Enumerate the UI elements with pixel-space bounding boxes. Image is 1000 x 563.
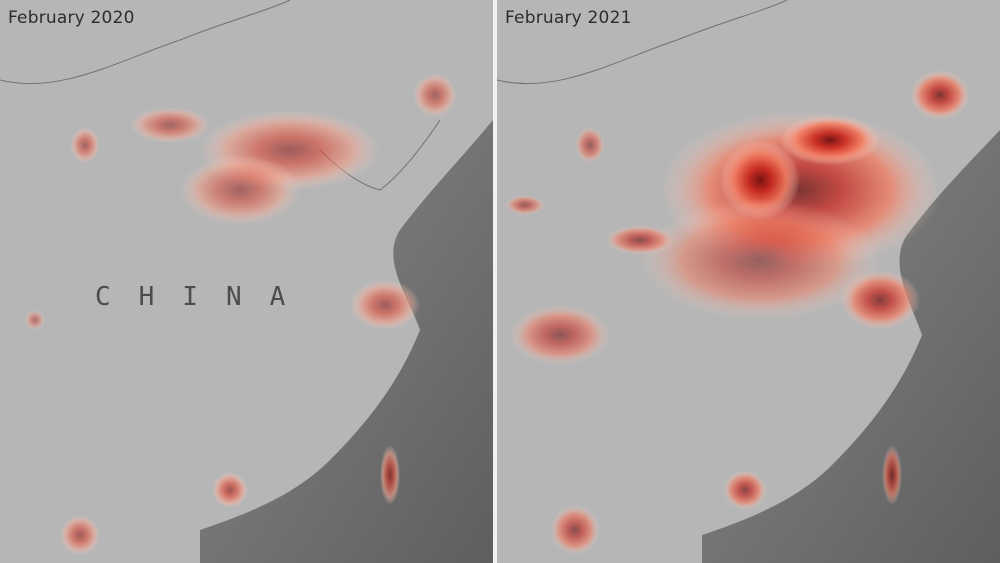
map-base-2021 [497,0,1000,563]
no2-hotspot [212,472,248,508]
no2-hotspot [505,195,545,215]
no2-hotspot [25,310,45,330]
map-panel-2021: February 2021 [497,0,1000,563]
no2-hotspot [413,73,457,117]
no2-hotspot [180,155,300,225]
no2-hotspots-2021 [505,70,970,555]
no2-hotspot [910,70,970,120]
no2-hotspot [380,445,400,505]
panel-title-2020: February 2020 [8,8,135,28]
no2-hotspot [350,280,420,330]
no2-hotspots-2020 [25,73,457,555]
no2-hotspot [720,140,800,220]
no2-hotspot [723,470,767,510]
no2-hotspot [882,445,902,505]
no2-hotspot [575,127,605,163]
panel-divider [493,0,497,563]
no2-hotspot [640,200,880,320]
map-base-2020 [0,0,493,563]
no2-hotspot [550,505,600,555]
no2-hotspot [60,515,100,555]
no2-hotspot [130,107,210,143]
no2-hotspot [780,115,880,165]
country-label: CHINA [95,282,314,312]
panel-title-2021: February 2021 [505,8,632,28]
no2-hotspot [605,225,675,255]
no2-hotspot [510,305,610,365]
map-panel-2020: February 2020 CHINA [0,0,493,563]
no2-hotspot [70,127,100,163]
